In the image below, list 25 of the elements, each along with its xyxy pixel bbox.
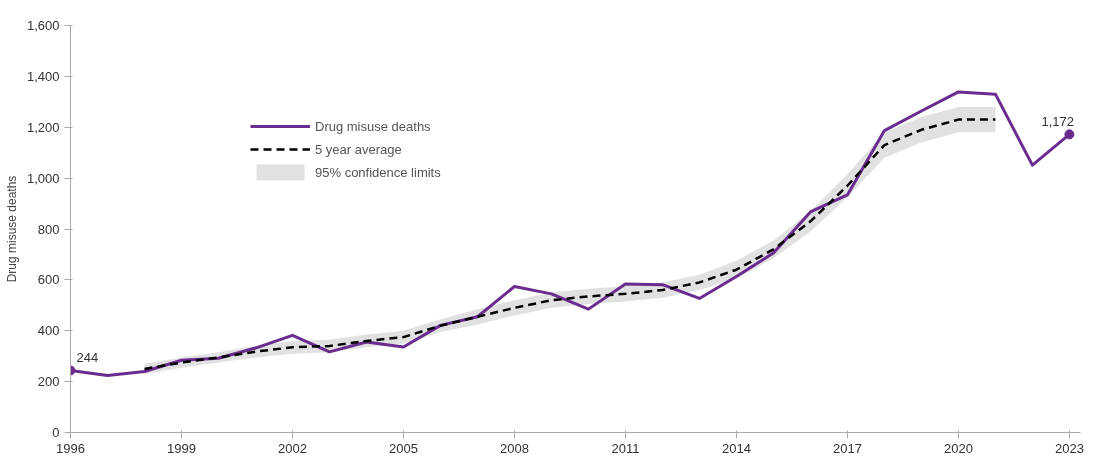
legend-label: 95% confidence limits bbox=[315, 164, 441, 180]
y-axis-title: Drug misuse deaths bbox=[4, 175, 19, 283]
x-tick-label: 2005 bbox=[389, 440, 418, 456]
y-tick-label: 0 bbox=[52, 425, 60, 440]
x-tick-label: 2008 bbox=[500, 440, 529, 456]
data-label: 244 bbox=[76, 350, 99, 366]
y-tick-label: 600 bbox=[37, 272, 60, 288]
x-tick-label: 2023 bbox=[1054, 440, 1084, 456]
y-tick-label: 1,400 bbox=[26, 68, 60, 84]
x-tick-label: 2017 bbox=[832, 440, 862, 456]
x-tick-label: 2020 bbox=[943, 440, 973, 456]
y-tick-label: 400 bbox=[37, 323, 60, 339]
x-tick-label: 2011 bbox=[611, 440, 640, 456]
x-tick-label: 2014 bbox=[721, 440, 751, 456]
legend-label: 5 year average bbox=[315, 141, 402, 157]
y-tick-label: 1,600 bbox=[26, 18, 60, 33]
x-tick-label: 1999 bbox=[167, 440, 196, 456]
y-tick-label: 1,200 bbox=[26, 119, 60, 135]
y-tick-label: 1,000 bbox=[26, 170, 60, 186]
x-tick-label: 2002 bbox=[278, 440, 307, 456]
x-tick-label: 1996 bbox=[56, 440, 85, 456]
data-label: 1,172 bbox=[1041, 114, 1074, 130]
y-tick-label: 800 bbox=[37, 221, 60, 237]
legend-label: Drug misuse deaths bbox=[315, 118, 431, 134]
y-tick-label: 200 bbox=[37, 374, 60, 390]
